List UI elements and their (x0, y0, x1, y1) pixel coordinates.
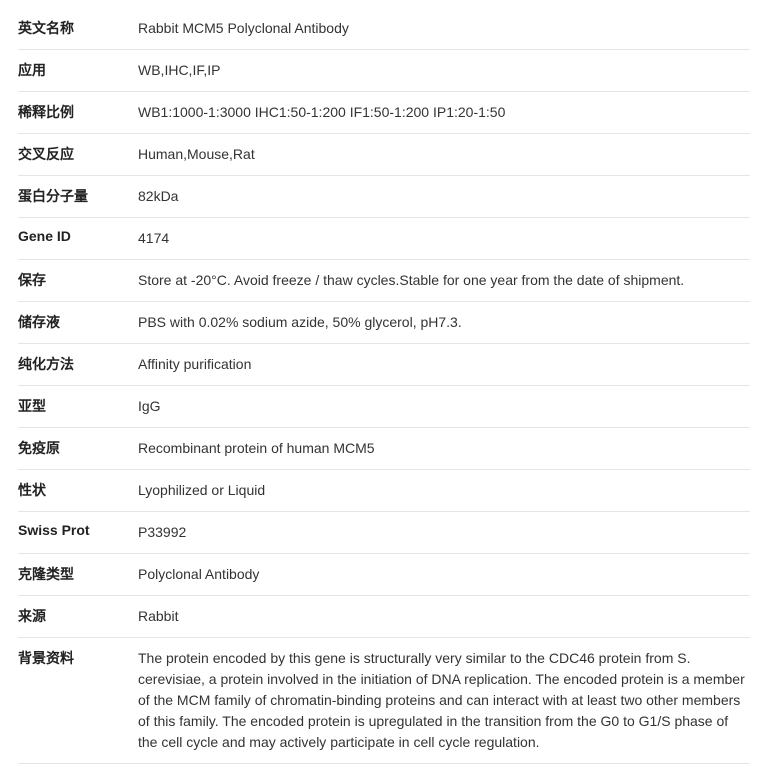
spec-row: 克隆类型Polyclonal Antibody (18, 554, 750, 596)
spec-row: 免疫原Recombinant protein of human MCM5 (18, 428, 750, 470)
spec-label: 纯化方法 (18, 354, 138, 375)
spec-row: 交叉反应Human,Mouse,Rat (18, 134, 750, 176)
spec-row: 蛋白分子量82kDa (18, 176, 750, 218)
spec-row: 性状Lyophilized or Liquid (18, 470, 750, 512)
spec-label: 储存液 (18, 312, 138, 333)
spec-row: 储存液PBS with 0.02% sodium azide, 50% glyc… (18, 302, 750, 344)
spec-label: 稀释比例 (18, 102, 138, 123)
spec-value: WB,IHC,IF,IP (138, 60, 750, 81)
spec-value: Polyclonal Antibody (138, 564, 750, 585)
spec-label: 性状 (18, 480, 138, 501)
spec-label: Gene ID (18, 228, 138, 249)
spec-value: Recombinant protein of human MCM5 (138, 438, 750, 459)
spec-row: 保存Store at -20°C. Avoid freeze / thaw cy… (18, 260, 750, 302)
spec-value: Rabbit MCM5 Polyclonal Antibody (138, 18, 750, 39)
spec-value: Affinity purification (138, 354, 750, 375)
spec-value: 82kDa (138, 186, 750, 207)
spec-value: IgG (138, 396, 750, 417)
spec-label: 免疫原 (18, 438, 138, 459)
spec-row: 英文名称Rabbit MCM5 Polyclonal Antibody (18, 8, 750, 50)
spec-label: 来源 (18, 606, 138, 627)
spec-value: Lyophilized or Liquid (138, 480, 750, 501)
spec-value: Store at -20°C. Avoid freeze / thaw cycl… (138, 270, 750, 291)
spec-row: 纯化方法Affinity purification (18, 344, 750, 386)
spec-row: 来源Rabbit (18, 596, 750, 638)
spec-row: 亚型IgG (18, 386, 750, 428)
spec-value: PBS with 0.02% sodium azide, 50% glycero… (138, 312, 750, 333)
spec-row: 稀释比例WB1:1000-1:3000 IHC1:50-1:200 IF1:50… (18, 92, 750, 134)
spec-value: 4174 (138, 228, 750, 249)
spec-table: 英文名称Rabbit MCM5 Polyclonal Antibody应用WB,… (18, 8, 750, 764)
spec-value: P33992 (138, 522, 750, 543)
spec-row: Gene ID4174 (18, 218, 750, 260)
spec-label: 亚型 (18, 396, 138, 417)
spec-label: 蛋白分子量 (18, 186, 138, 207)
spec-row: Swiss ProtP33992 (18, 512, 750, 554)
spec-label: 应用 (18, 60, 138, 81)
spec-value: Rabbit (138, 606, 750, 627)
spec-row: 应用WB,IHC,IF,IP (18, 50, 750, 92)
spec-value: Human,Mouse,Rat (138, 144, 750, 165)
spec-label: 克隆类型 (18, 564, 138, 585)
spec-label: 保存 (18, 270, 138, 291)
spec-row: 背景资料The protein encoded by this gene is … (18, 638, 750, 764)
spec-label: 背景资料 (18, 648, 138, 753)
spec-value: WB1:1000-1:3000 IHC1:50-1:200 IF1:50-1:2… (138, 102, 750, 123)
spec-label: Swiss Prot (18, 522, 138, 543)
spec-label: 交叉反应 (18, 144, 138, 165)
spec-label: 英文名称 (18, 18, 138, 39)
spec-value: The protein encoded by this gene is stru… (138, 648, 750, 753)
